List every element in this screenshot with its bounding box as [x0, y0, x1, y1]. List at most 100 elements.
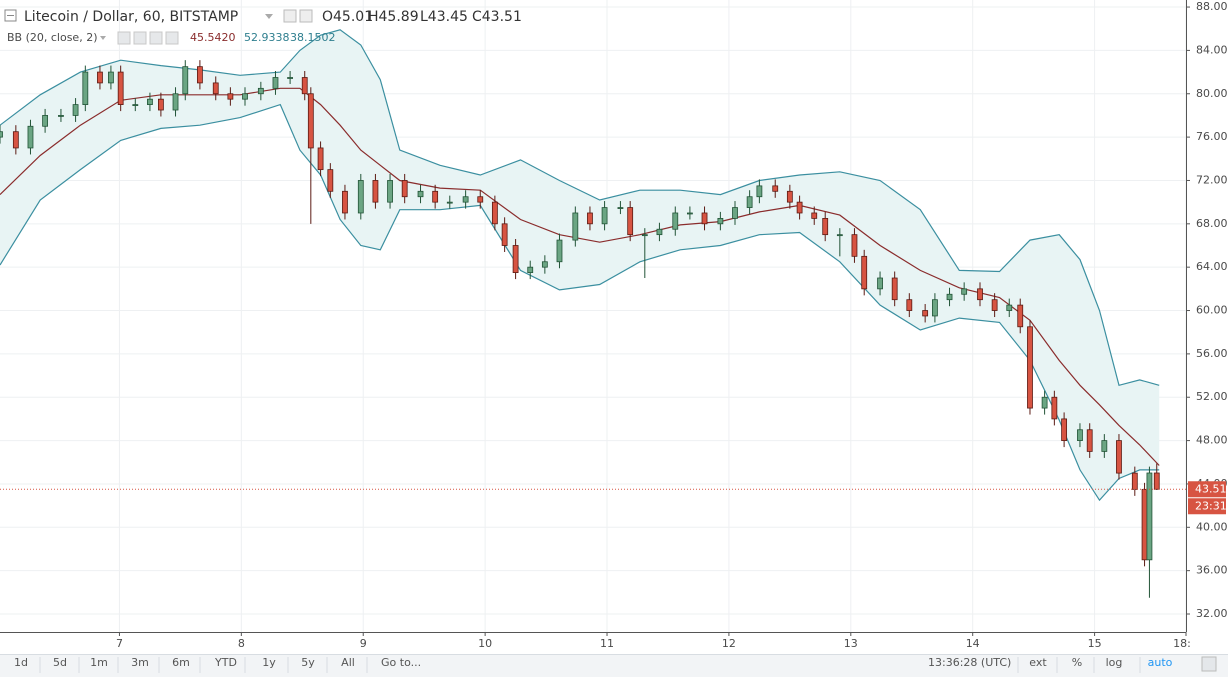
range-button[interactable]: YTD — [214, 656, 237, 669]
indicator-dropdown[interactable] — [100, 36, 106, 40]
x-tick-label: 14 — [966, 637, 980, 650]
candle-body — [27, 125, 34, 149]
candle-body — [1146, 472, 1153, 561]
band-lower — [0, 103, 1160, 502]
option-button[interactable]: auto — [1148, 656, 1173, 669]
x-tick-label: 18: — [1173, 637, 1191, 650]
y-tick-label: 56.00 — [1196, 347, 1228, 360]
candle-body — [446, 201, 453, 204]
candle-body — [512, 245, 519, 273]
candle-body — [1017, 304, 1024, 328]
candle-body — [1051, 396, 1058, 420]
range-button[interactable]: 5d — [53, 656, 67, 669]
candle-body — [672, 212, 679, 230]
y-tick-label: 60.00 — [1196, 304, 1228, 317]
candle-body — [307, 93, 314, 149]
candle-body — [132, 104, 139, 106]
x-tick-label: 15 — [1088, 637, 1102, 650]
candle-body — [687, 212, 693, 215]
y-tick-label: 84.00 — [1196, 43, 1228, 56]
candle-body — [257, 87, 264, 95]
candle-body — [746, 196, 753, 208]
y-tick-label: 40.00 — [1196, 520, 1228, 533]
candle-body — [1077, 429, 1083, 441]
candle-body — [786, 190, 793, 203]
indicator-eye[interactable] — [117, 31, 131, 45]
candle-body — [477, 196, 484, 203]
y-tick-label: 76.00 — [1196, 130, 1228, 143]
candle-body — [501, 223, 508, 246]
toolbar — [0, 654, 1228, 677]
option-button[interactable]: % — [1072, 656, 1082, 669]
candle-body — [1027, 326, 1033, 409]
candle-body — [1086, 429, 1093, 452]
countdown-tag — [1188, 498, 1226, 515]
ohlc-low: L43.45 — [420, 9, 468, 25]
candle-body — [12, 131, 19, 149]
candle-body — [641, 234, 648, 237]
eye-icon[interactable] — [283, 9, 297, 23]
candle-body — [197, 66, 203, 84]
y-tick-label: 72.00 — [1196, 173, 1228, 186]
candle-body — [82, 71, 89, 105]
candle-body — [627, 207, 634, 236]
candle-body — [717, 217, 724, 225]
candle-body — [1131, 472, 1138, 490]
symbol-title: Litecoin / Dollar, 60, BITSTAMP — [24, 9, 238, 25]
settings-icon[interactable] — [299, 9, 313, 23]
indicator-value: 45.5420 — [190, 31, 236, 44]
x-tick-label: 8 — [238, 637, 245, 650]
range-button[interactable]: 1d — [14, 656, 28, 669]
y-tick-label: 36.00 — [1196, 564, 1228, 577]
candle-body — [1041, 396, 1048, 409]
plot-area — [0, 0, 1187, 632]
candle-body — [991, 299, 998, 311]
indicator-value: 52.9338 — [244, 31, 290, 44]
candle-body — [556, 239, 563, 263]
symbol-dropdown[interactable] — [265, 14, 273, 19]
candle-body — [961, 288, 968, 295]
candle-body — [811, 212, 818, 219]
y-tick-label: 88.00 — [1196, 0, 1228, 13]
goto-button[interactable]: Go to... — [381, 656, 421, 669]
y-tick-label: 68.00 — [1196, 217, 1228, 230]
indicator-label: BB (20, close, 2) — [7, 31, 98, 44]
candle-body — [822, 217, 829, 236]
candle-body — [851, 234, 858, 257]
indicator-add[interactable] — [149, 31, 163, 45]
range-button[interactable]: 5y — [301, 656, 315, 669]
candle-body — [72, 104, 79, 116]
range-button[interactable]: All — [341, 656, 355, 669]
range-button[interactable]: 1m — [90, 656, 108, 669]
candle-body — [1116, 440, 1122, 474]
y-tick-label: 48.00 — [1196, 434, 1228, 447]
range-button[interactable]: 6m — [172, 656, 190, 669]
candle-body — [108, 71, 114, 84]
candle-body — [527, 266, 534, 273]
candle-body — [977, 288, 983, 301]
settings-button[interactable] — [1201, 656, 1217, 672]
candle-body — [491, 201, 498, 225]
band-fill — [0, 29, 1160, 501]
range-button[interactable]: 1y — [262, 656, 276, 669]
indicator-remove[interactable] — [165, 31, 179, 45]
option-button[interactable]: ext — [1029, 656, 1047, 669]
candle-body — [1006, 304, 1013, 311]
indicator-settings[interactable] — [133, 31, 147, 45]
candle-body — [0, 131, 3, 138]
y-tick-label: 80.00 — [1196, 87, 1228, 100]
candle-body — [157, 98, 164, 111]
candle-body — [772, 185, 779, 192]
x-tick-label: 7 — [116, 637, 123, 650]
candle-body — [462, 196, 469, 203]
candle-body — [1061, 418, 1068, 441]
candle-body — [417, 190, 424, 198]
ohlc-high: H45.89 — [368, 9, 419, 25]
candle-body — [327, 169, 334, 192]
candle-body — [227, 93, 234, 100]
band-upper — [0, 29, 1160, 387]
range-button[interactable]: 3m — [131, 656, 149, 669]
candle-body — [1141, 488, 1148, 561]
option-button[interactable]: log — [1106, 656, 1123, 669]
